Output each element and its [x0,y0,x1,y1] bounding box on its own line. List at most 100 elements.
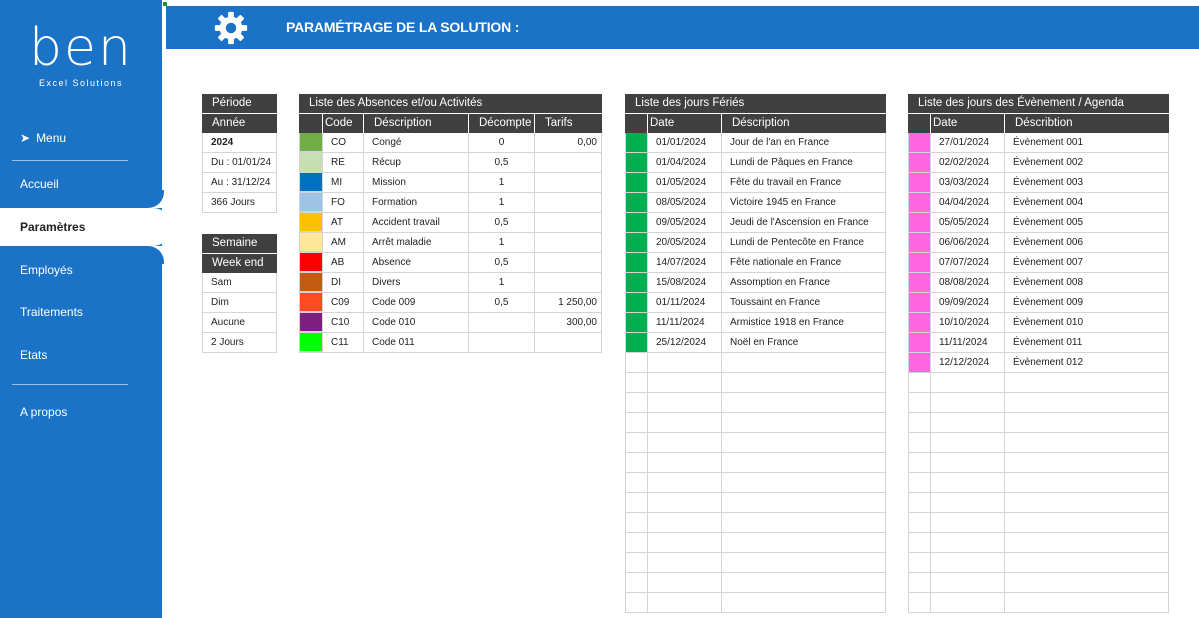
table-row[interactable] [908,453,1169,473]
description-cell[interactable] [722,373,886,392]
date-cell[interactable] [648,533,722,552]
description-cell[interactable] [722,473,886,492]
description-cell[interactable]: Formation [364,193,469,212]
weekend-day-2[interactable]: Dim [202,293,277,312]
table-row[interactable]: RE Récup 0,5 [299,153,602,173]
date-cell[interactable] [931,393,1005,412]
date-cell[interactable] [648,453,722,472]
date-cell[interactable]: 01/11/2024 [648,293,722,312]
date-cell[interactable] [931,413,1005,432]
nav-item-etats[interactable]: Etats [20,348,48,362]
code-cell[interactable]: CO [323,133,364,152]
table-row[interactable]: 15/08/2024 Assomption en France [625,273,886,293]
table-row[interactable]: 09/05/2024 Jeudi de l'Ascension en France [625,213,886,233]
table-row[interactable] [625,413,886,433]
date-cell[interactable]: 27/01/2024 [931,133,1005,152]
date-cell[interactable] [648,553,722,572]
description-cell[interactable]: Fête nationale en France [722,253,886,272]
decompte-cell[interactable]: 0,5 [469,253,535,272]
description-cell[interactable]: Évènement 007 [1005,253,1169,272]
code-cell[interactable]: FO [323,193,364,212]
tarif-cell[interactable] [535,173,602,192]
date-cell[interactable] [648,413,722,432]
table-row[interactable] [625,553,886,573]
description-cell[interactable]: Jour de l'an en France [722,133,886,152]
date-cell[interactable]: 03/03/2024 [931,173,1005,192]
table-row[interactable] [625,433,886,453]
tarif-cell[interactable]: 0,00 [535,133,602,152]
table-row[interactable]: 03/03/2024 Évènement 003 [908,173,1169,193]
table-row[interactable]: 12/12/2024 Évènement 012 [908,353,1169,373]
table-row[interactable]: 09/09/2024 Évènement 009 [908,293,1169,313]
tarif-cell[interactable] [535,193,602,212]
date-cell[interactable]: 02/02/2024 [931,153,1005,172]
description-cell[interactable]: Évènement 001 [1005,133,1169,152]
table-row[interactable]: 20/05/2024 Lundi de Pentecôte en France [625,233,886,253]
tarif-cell[interactable] [535,153,602,172]
description-cell[interactable]: Congé [364,133,469,152]
description-cell[interactable]: Code 010 [364,313,469,332]
table-row[interactable]: 01/05/2024 Fête du travail en France [625,173,886,193]
description-cell[interactable]: Arrêt maladie [364,233,469,252]
table-row[interactable] [908,573,1169,593]
table-row[interactable]: CO Congé 0 0,00 [299,133,602,153]
code-cell[interactable]: AM [323,233,364,252]
description-cell[interactable] [722,433,886,452]
description-cell[interactable] [1005,513,1169,532]
nav-item-employes[interactable]: Employés [20,263,73,277]
date-cell[interactable] [931,373,1005,392]
tarif-cell[interactable] [535,233,602,252]
description-cell[interactable] [1005,493,1169,512]
table-row[interactable] [908,493,1169,513]
description-cell[interactable] [722,413,886,432]
table-row[interactable]: 01/04/2024 Lundi de Pâques en France [625,153,886,173]
date-cell[interactable] [648,373,722,392]
decompte-cell[interactable]: 1 [469,233,535,252]
description-cell[interactable]: Évènement 005 [1005,213,1169,232]
table-row[interactable]: 11/11/2024 Armistice 1918 en France [625,313,886,333]
date-cell[interactable] [648,433,722,452]
description-cell[interactable]: Mission [364,173,469,192]
weekend-day-3[interactable]: Aucune [202,313,277,332]
description-cell[interactable]: Armistice 1918 en France [722,313,886,332]
table-row[interactable] [908,593,1169,613]
description-cell[interactable]: Code 011 [364,333,469,352]
date-cell[interactable]: 08/05/2024 [648,193,722,212]
table-row[interactable] [908,533,1169,553]
description-cell[interactable] [1005,593,1169,612]
decompte-cell[interactable] [469,333,535,352]
description-cell[interactable] [1005,413,1169,432]
description-cell[interactable] [1005,573,1169,592]
description-cell[interactable]: Évènement 012 [1005,353,1169,372]
description-cell[interactable]: Évènement 009 [1005,293,1169,312]
date-cell[interactable]: 08/08/2024 [931,273,1005,292]
date-cell[interactable] [931,453,1005,472]
description-cell[interactable] [722,513,886,532]
decompte-cell[interactable]: 0 [469,133,535,152]
date-cell[interactable] [931,573,1005,592]
code-cell[interactable]: DI [323,273,364,292]
table-row[interactable]: 08/08/2024 Évènement 008 [908,273,1169,293]
description-cell[interactable]: Fête du travail en France [722,173,886,192]
decompte-cell[interactable]: 0,5 [469,213,535,232]
decompte-cell[interactable]: 0,5 [469,293,535,312]
table-row[interactable] [625,573,886,593]
code-cell[interactable]: C10 [323,313,364,332]
table-row[interactable]: DI Divers 1 [299,273,602,293]
description-cell[interactable] [1005,393,1169,412]
table-row[interactable] [625,473,886,493]
description-cell[interactable]: Évènement 008 [1005,273,1169,292]
code-cell[interactable]: RE [323,153,364,172]
date-cell[interactable] [648,493,722,512]
table-row[interactable] [908,553,1169,573]
periode-end[interactable]: Au : 31/12/24 [202,173,277,192]
description-cell[interactable] [722,553,886,572]
description-cell[interactable]: Évènement 011 [1005,333,1169,352]
description-cell[interactable] [722,353,886,372]
code-cell[interactable]: MI [323,173,364,192]
description-cell[interactable]: Lundi de Pentecôte en France [722,233,886,252]
description-cell[interactable] [722,593,886,612]
date-cell[interactable]: 06/06/2024 [931,233,1005,252]
table-row[interactable] [625,373,886,393]
periode-start[interactable]: Du : 01/01/24 [202,153,277,172]
